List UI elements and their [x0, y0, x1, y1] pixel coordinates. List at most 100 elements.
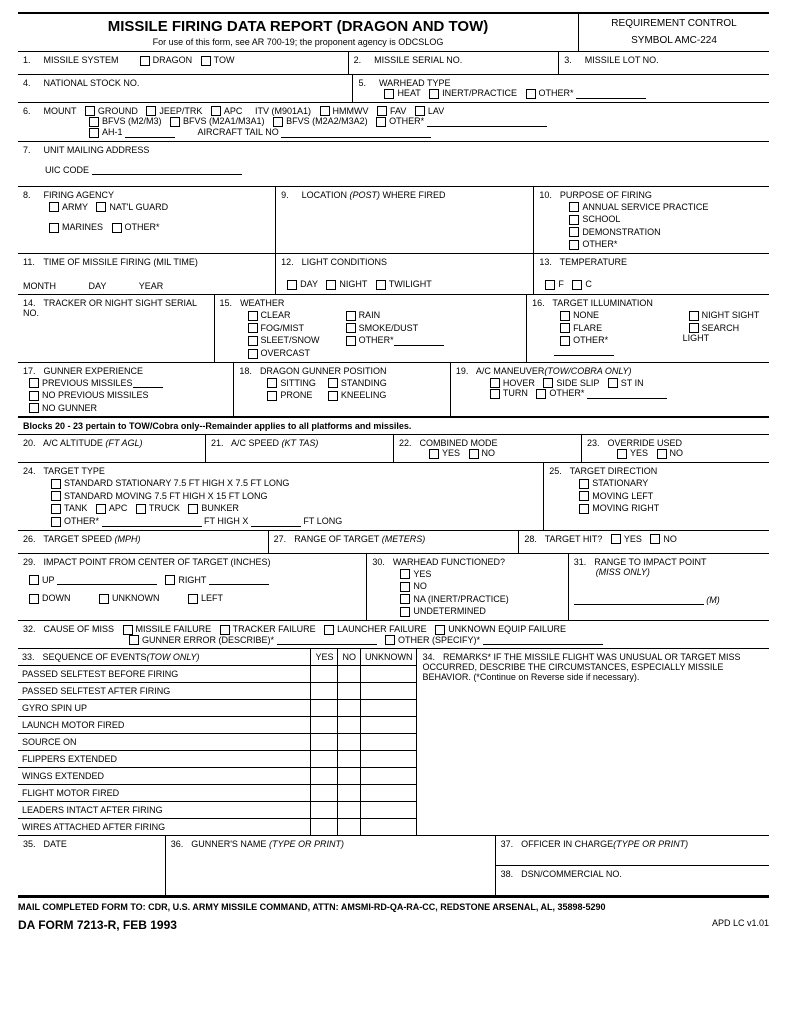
cb-tt-0[interactable]: [51, 479, 61, 489]
seq-yes-0[interactable]: [311, 666, 338, 683]
cb-day[interactable]: [287, 280, 297, 290]
cb-ip-up[interactable]: [29, 575, 39, 585]
cb-w-1[interactable]: [248, 323, 258, 333]
seq-yes-3[interactable]: [311, 717, 338, 734]
seq-unk-2[interactable]: [360, 700, 416, 717]
field-14[interactable]: 14. TRACKER OR NIGHT SIGHT SERIAL NO.: [18, 295, 215, 362]
cb-cm-n[interactable]: [469, 449, 479, 459]
field-2[interactable]: 2. MISSILE SERIAL NO.: [349, 52, 560, 74]
seq-unk-8[interactable]: [360, 802, 416, 819]
cb-dragon[interactable]: [140, 56, 150, 66]
field-21[interactable]: 21. A/C SPEED (KT TAS): [206, 435, 394, 462]
seq-no-9[interactable]: [338, 819, 361, 836]
seq-no-1[interactable]: [338, 683, 361, 700]
cb-ge-1[interactable]: [29, 391, 39, 401]
cb-mount-1[interactable]: [146, 106, 156, 116]
cb-wf-0[interactable]: [400, 569, 410, 579]
cb-dgp-1[interactable]: [267, 391, 277, 401]
cb-tt-tank[interactable]: [51, 504, 61, 514]
cb-mount2-3[interactable]: [376, 117, 386, 127]
seq-unk-3[interactable]: [360, 717, 416, 734]
cb-cm-4[interactable]: [129, 635, 139, 645]
cb-cm-5[interactable]: [385, 635, 395, 645]
cb-man-0[interactable]: [490, 378, 500, 388]
cb-mount2-1[interactable]: [170, 117, 180, 127]
cb-th-y[interactable]: [611, 534, 621, 544]
seq-unk-1[interactable]: [360, 683, 416, 700]
field-35[interactable]: 35. DATE: [18, 836, 166, 895]
seq-no-0[interactable]: [338, 666, 361, 683]
cb-tow[interactable]: [201, 56, 211, 66]
cb-wf-2[interactable]: [400, 594, 410, 604]
cb-other-agency[interactable]: [112, 223, 122, 233]
cb-mount2-0[interactable]: [89, 117, 99, 127]
cb-c[interactable]: [572, 280, 582, 290]
field-20[interactable]: 20. A/C ALTITUDE (FT AGL): [18, 435, 206, 462]
seq-yes-5[interactable]: [311, 751, 338, 768]
field-34[interactable]: 34. REMARKS* IF THE MISSILE FLIGHT WAS U…: [417, 649, 769, 836]
cb-army[interactable]: [49, 202, 59, 212]
cb-inert[interactable]: [429, 89, 439, 99]
cb-tt-1[interactable]: [51, 491, 61, 501]
field-7[interactable]: 7. UNIT MAILING ADDRESS UIC CODE: [18, 142, 769, 186]
cb-td-2[interactable]: [579, 504, 589, 514]
cb-man-4[interactable]: [536, 389, 546, 399]
cb-w-3[interactable]: [248, 349, 258, 359]
cb-cm-1[interactable]: [220, 625, 230, 635]
cb-tt-apc[interactable]: [96, 504, 106, 514]
cb-man-2[interactable]: [608, 378, 618, 388]
seq-yes-9[interactable]: [311, 819, 338, 836]
cb-cm-0[interactable]: [123, 625, 133, 635]
cb-ah1[interactable]: [89, 128, 99, 138]
cb-purpose-2[interactable]: [569, 227, 579, 237]
field-9[interactable]: 9. LOCATION (POST) WHERE FIRED: [276, 187, 534, 254]
cb-ov-n[interactable]: [657, 449, 667, 459]
cb-tt-bunker[interactable]: [188, 504, 198, 514]
cb-ge-0[interactable]: [29, 378, 39, 388]
field-37[interactable]: 37. OFFICER IN CHARGE(TYPE OR PRINT): [496, 836, 769, 866]
seq-yes-1[interactable]: [311, 683, 338, 700]
seq-unk-7[interactable]: [360, 785, 416, 802]
seq-unk-4[interactable]: [360, 734, 416, 751]
field-11[interactable]: 11. TIME OF MISSILE FIRING (MIL TIME) MO…: [18, 254, 276, 294]
field-27[interactable]: 27. RANGE OF TARGET (METERS): [269, 531, 520, 553]
cb-other-warhead[interactable]: [526, 89, 536, 99]
cb-w-0[interactable]: [248, 311, 258, 321]
field-31[interactable]: 31. RANGE TO IMPACT POINT (MISS ONLY) (M…: [569, 554, 769, 621]
cb-cm-y[interactable]: [429, 449, 439, 459]
cb-f[interactable]: [545, 280, 555, 290]
cb-ti-0[interactable]: [560, 311, 570, 321]
cb-mount-5[interactable]: [377, 106, 387, 116]
cb-td-1[interactable]: [579, 491, 589, 501]
field-36[interactable]: 36. GUNNER'S NAME (TYPE OR PRINT): [166, 836, 496, 895]
cb-td-0[interactable]: [579, 479, 589, 489]
cb-wf-3[interactable]: [400, 607, 410, 617]
cb-ov-y[interactable]: [617, 449, 627, 459]
seq-unk-6[interactable]: [360, 768, 416, 785]
seq-no-4[interactable]: [338, 734, 361, 751]
cb-cm-3[interactable]: [435, 625, 445, 635]
seq-unk-5[interactable]: [360, 751, 416, 768]
field-3[interactable]: 3. MISSILE LOT NO.: [559, 52, 769, 74]
seq-no-5[interactable]: [338, 751, 361, 768]
cb-ip-left[interactable]: [188, 594, 198, 604]
cb-ip-down[interactable]: [29, 594, 39, 604]
seq-yes-4[interactable]: [311, 734, 338, 751]
cb-night[interactable]: [326, 280, 336, 290]
cb-ip-right[interactable]: [165, 575, 175, 585]
seq-yes-2[interactable]: [311, 700, 338, 717]
cb-dgp-2[interactable]: [328, 378, 338, 388]
cb-w-6[interactable]: [346, 336, 356, 346]
cb-wf-1[interactable]: [400, 582, 410, 592]
seq-yes-8[interactable]: [311, 802, 338, 819]
cb-th-n[interactable]: [650, 534, 660, 544]
cb-ti-2[interactable]: [560, 336, 570, 346]
field-26[interactable]: 26. TARGET SPEED (MPH): [18, 531, 269, 553]
cb-man-3[interactable]: [490, 389, 500, 399]
seq-no-6[interactable]: [338, 768, 361, 785]
cb-mount-6[interactable]: [415, 106, 425, 116]
cb-purpose-1[interactable]: [569, 215, 579, 225]
field-13[interactable]: 13. TEMPERATURE F C: [534, 254, 769, 294]
cb-w-2[interactable]: [248, 336, 258, 346]
seq-no-8[interactable]: [338, 802, 361, 819]
